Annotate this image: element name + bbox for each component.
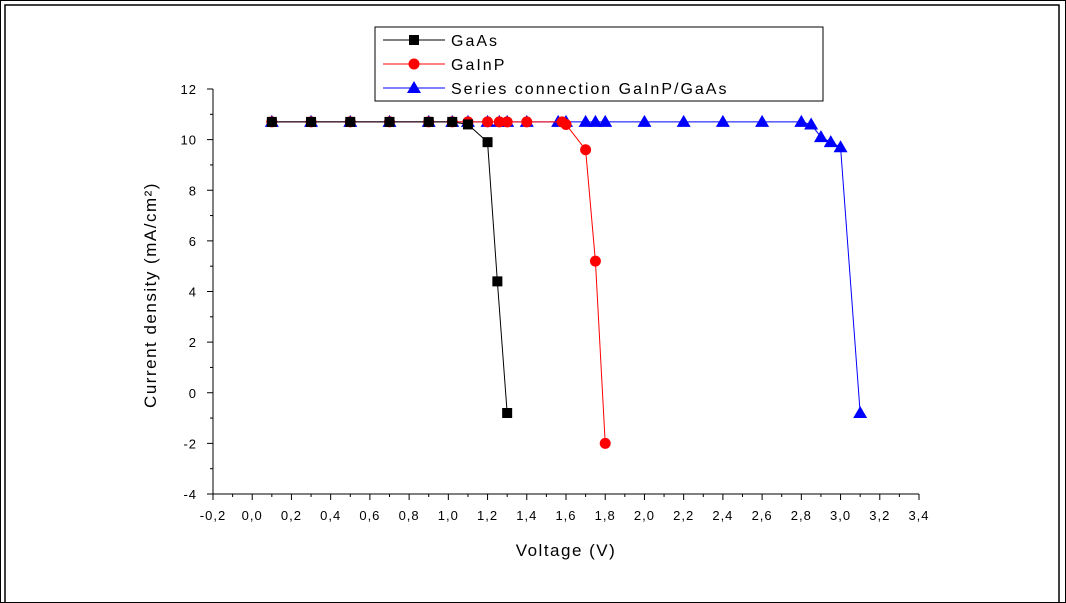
legend-label: GaInP — [451, 57, 506, 74]
legend: GaAs GaInP Series connection GaInP/GaAs — [374, 26, 824, 102]
x-tick-label: 2,0 — [634, 508, 655, 523]
data-point — [493, 116, 505, 128]
data-point — [755, 114, 770, 127]
data-point — [853, 406, 868, 418]
data-point — [580, 144, 592, 156]
y-tick-label: -4 — [183, 487, 197, 502]
x-tick-label: 0,0 — [242, 508, 263, 523]
data-point — [345, 116, 356, 127]
x-tick-label: 1,2 — [477, 508, 498, 523]
data-point — [589, 255, 601, 267]
data-point — [676, 114, 691, 127]
series-line — [271, 121, 508, 414]
y-tick-label: 10 — [181, 133, 197, 148]
x-tick-label: 2,6 — [752, 508, 773, 523]
x-tick-label: 1,6 — [555, 508, 576, 523]
legend-label: Series connection GaInP/GaAs — [451, 81, 728, 98]
x-tick-label: 1,8 — [595, 508, 616, 523]
y-axis-title: Current density (mA/cm²) — [141, 182, 160, 408]
data-point — [462, 119, 473, 130]
x-tick-label: 0,8 — [399, 508, 420, 523]
data-point — [598, 114, 613, 127]
data-point — [813, 130, 828, 143]
legend-box — [374, 26, 824, 102]
data-point — [599, 437, 611, 449]
x-tick-label: 2,2 — [673, 508, 694, 523]
y-tick-label: -2 — [183, 436, 197, 451]
x-tick-label: 2,4 — [712, 508, 733, 523]
data-point — [482, 137, 493, 148]
x-tick-label: 2,8 — [791, 508, 812, 523]
data-point — [715, 114, 730, 127]
legend-marker — [409, 35, 419, 45]
data-point — [447, 116, 458, 127]
x-axis-title: Voltage (V) — [516, 541, 617, 560]
legend-marker — [407, 81, 421, 93]
y-tick-label: 0 — [189, 386, 197, 401]
chart-frame — [4, 4, 1060, 603]
legend-label: GaAs — [451, 33, 499, 50]
axes: -0,2 0,0 0,2 0,4 0,6 0,8 1,0 1,2 1,4 1,6 1,8 2,0 2,2… — [181, 82, 929, 523]
data-point — [306, 116, 317, 127]
y-tick-label: 6 — [189, 234, 197, 249]
data-point — [384, 116, 395, 127]
data-point — [482, 116, 494, 128]
x-tick-label: 3,0 — [830, 508, 851, 523]
x-tick-label: 3,2 — [869, 508, 890, 523]
x-tick-label: 0,6 — [359, 508, 380, 523]
data-point — [588, 114, 603, 127]
data-point — [502, 408, 513, 418]
y-tick-label: 12 — [181, 82, 197, 97]
data-point — [492, 276, 503, 287]
y-tick-label: 2 — [189, 335, 197, 350]
data-point — [560, 118, 572, 130]
data-point — [804, 117, 819, 130]
x-tick-label: -0,2 — [200, 508, 226, 523]
legend-marker — [408, 58, 420, 70]
data-point — [501, 116, 513, 128]
data-point — [823, 135, 838, 148]
x-tick-label: 1,0 — [438, 508, 459, 523]
y-tick-label: 4 — [189, 285, 197, 300]
x-tick-label: 1,4 — [516, 508, 537, 523]
data-point — [578, 114, 593, 127]
series-layer — [264, 114, 868, 449]
data-point — [423, 116, 434, 127]
series-square — [266, 116, 513, 418]
data-point — [521, 116, 533, 128]
x-tick-label: 0,4 — [320, 508, 341, 523]
x-tick-label: 3,4 — [908, 508, 929, 523]
data-point — [794, 114, 809, 127]
data-point — [266, 116, 277, 127]
x-tick-label: 0,2 — [281, 508, 302, 523]
data-point — [833, 140, 848, 153]
data-point — [637, 114, 652, 127]
y-tick-label: 8 — [189, 183, 197, 198]
